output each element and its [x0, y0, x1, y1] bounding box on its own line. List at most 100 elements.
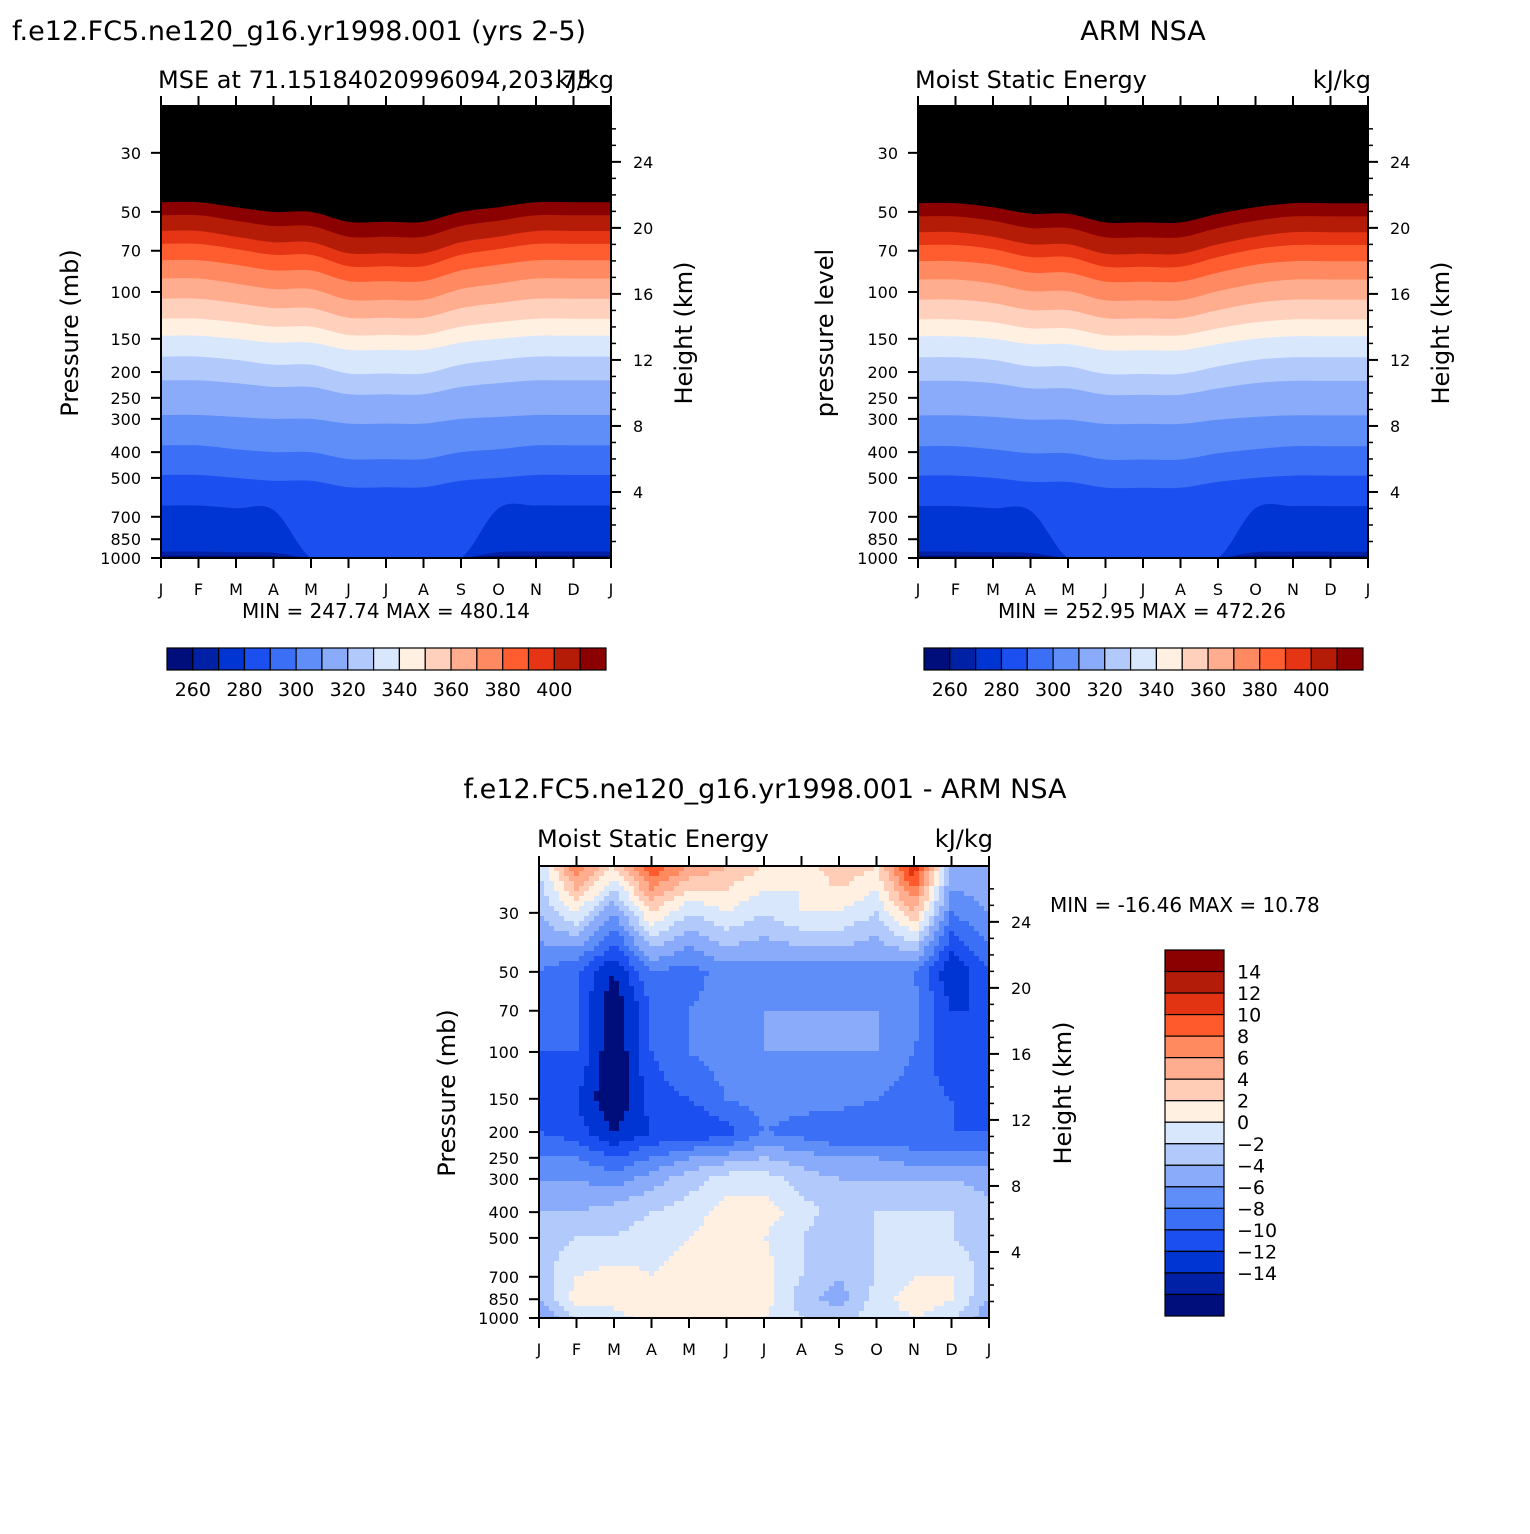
- contour-cell: [974, 966, 980, 972]
- contour-cell: [884, 896, 890, 902]
- contour-cell: [784, 996, 790, 1002]
- contour-cell: [974, 1081, 980, 1087]
- contour-cell: [629, 1046, 635, 1052]
- contour-cell: [739, 886, 745, 892]
- contour-cell: [784, 916, 790, 922]
- contour-cell: [909, 871, 915, 877]
- contour-cell: [709, 1096, 715, 1102]
- contour-cell: [689, 1086, 695, 1092]
- contour-cell: [909, 901, 915, 907]
- contour-cell: [939, 876, 945, 882]
- contour-cell: [629, 971, 635, 977]
- contour-cell: [594, 1041, 600, 1047]
- contour-cell: [694, 1106, 700, 1112]
- contour-cell: [749, 931, 755, 937]
- contour-cell: [919, 1106, 925, 1112]
- contour-cell: [714, 1106, 720, 1112]
- contour-cell: [624, 936, 630, 942]
- contour-cell: [544, 1006, 550, 1012]
- contour-cell: [549, 961, 555, 967]
- contour-cell: [679, 1086, 685, 1092]
- contour-cell: [799, 956, 805, 962]
- contour-cell: [739, 946, 745, 952]
- contour-cell: [674, 1126, 680, 1132]
- contour-cell: [784, 986, 790, 992]
- contour-cell: [624, 1036, 630, 1042]
- contour-cell: [664, 926, 670, 932]
- contour-cell: [894, 966, 900, 972]
- contour-cell: [754, 1056, 760, 1062]
- contour-cell: [759, 1051, 765, 1057]
- contour-cell: [594, 1071, 600, 1077]
- contour-cell: [559, 871, 565, 877]
- contour-cell: [909, 896, 915, 902]
- contour-cell: [944, 956, 950, 962]
- contour-cell: [729, 1016, 735, 1022]
- contour-cell: [849, 946, 855, 952]
- contour-cell: [979, 1091, 985, 1097]
- contour-cell: [884, 1101, 890, 1107]
- contour-cell: [814, 1106, 820, 1112]
- contour-cell: [819, 921, 825, 927]
- contour-cell: [954, 1101, 960, 1107]
- contour-cell: [604, 1121, 610, 1127]
- contour-cell: [869, 1031, 875, 1037]
- contour-cell: [979, 1116, 985, 1122]
- contour-cell: [889, 1116, 895, 1122]
- contour-cell: [744, 1126, 750, 1132]
- contour-cell: [599, 1081, 605, 1087]
- contour-cell: [664, 966, 670, 972]
- contour-cell: [549, 906, 555, 912]
- contour-cell: [619, 1126, 625, 1132]
- contour-cell: [654, 1086, 660, 1092]
- contour-cell: [704, 876, 710, 882]
- contour-cell: [734, 906, 740, 912]
- contour-cell: [704, 946, 710, 952]
- contour-cell: [729, 1076, 735, 1082]
- contour-cell: [689, 991, 695, 997]
- contour-cell: [784, 1081, 790, 1087]
- contour-cell: [724, 941, 730, 947]
- x-tick-label: J: [158, 580, 164, 599]
- contour-cell: [769, 1126, 775, 1132]
- contour-cell: [769, 881, 775, 887]
- contour-cell: [959, 971, 965, 977]
- contour-cell: [934, 931, 940, 937]
- contour-cell: [554, 1096, 560, 1102]
- contour-cell: [939, 986, 945, 992]
- contour-cell: [559, 926, 565, 932]
- contour-cell: [844, 906, 850, 912]
- contour-cell: [914, 1016, 920, 1022]
- contour-cell: [959, 1021, 965, 1027]
- contour-cell: [889, 1066, 895, 1072]
- contour-cell: [909, 1061, 915, 1067]
- contour-cell: [764, 1086, 770, 1092]
- contour-cell: [924, 1031, 930, 1037]
- contour-cell: [764, 1126, 770, 1132]
- contour-cell: [749, 1061, 755, 1067]
- contour-cell: [594, 991, 600, 997]
- contour-cell: [554, 991, 560, 997]
- contour-cell: [959, 1056, 965, 1062]
- contour-cell: [729, 1011, 735, 1017]
- contour-cell: [764, 951, 770, 957]
- contour-cell: [874, 1121, 880, 1127]
- contour-cell: [819, 891, 825, 897]
- contour-cell: [824, 1116, 830, 1122]
- contour-cell: [879, 1051, 885, 1057]
- contour-cell: [624, 1121, 630, 1127]
- contour-cell: [659, 1111, 665, 1117]
- contour-cell: [854, 1116, 860, 1122]
- contour-cell: [549, 1031, 555, 1037]
- contour-cell: [889, 1096, 895, 1102]
- contour-cell: [854, 1011, 860, 1017]
- contour-cell: [864, 896, 870, 902]
- contour-cell: [814, 1046, 820, 1052]
- contour-cell: [664, 906, 670, 912]
- contour-cell: [749, 1001, 755, 1007]
- contour-cell: [814, 956, 820, 962]
- contour-cell: [709, 1081, 715, 1087]
- contour-cell: [574, 981, 580, 987]
- contour-cell: [859, 1046, 865, 1052]
- contour-cell: [974, 1036, 980, 1042]
